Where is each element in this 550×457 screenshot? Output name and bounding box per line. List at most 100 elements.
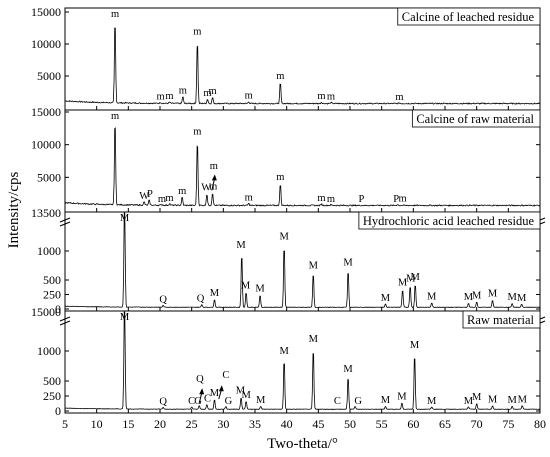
x-tick-label: 45 (312, 417, 324, 431)
peak-label: M (210, 288, 220, 299)
peak-label: G (225, 396, 233, 407)
peak-label: M (279, 346, 289, 357)
peak-label: m (111, 9, 119, 20)
peak-label: M (241, 281, 251, 292)
panel-title-box (462, 310, 541, 329)
peak-label: P (147, 189, 153, 200)
peak-label: m (203, 88, 211, 99)
peak-label: M (236, 386, 246, 397)
peak-label: M (210, 388, 220, 399)
peak-label: G (354, 396, 362, 407)
peak-label: C (204, 393, 211, 404)
y-tick-label: 500 (43, 374, 61, 388)
peak-label: C (222, 370, 229, 381)
panel-1: 5000 10000 15000 Calcine of leached residue… (31, 5, 541, 111)
peak-label: M (472, 290, 482, 301)
peak-label: m (317, 193, 325, 204)
panel-title: Raw material (467, 313, 535, 327)
y-tick-label: 500 (43, 273, 61, 287)
peak-label: M (381, 293, 391, 304)
peak-label: W (139, 191, 149, 202)
xrd-pattern-line (65, 27, 540, 105)
peak-label: P (393, 194, 399, 205)
peak-label: Q (197, 293, 205, 304)
x-axis-title: Two-theta/° (267, 436, 338, 452)
peak-label: Q (159, 396, 167, 407)
peak-label: Q (196, 374, 204, 385)
peak-label: m (165, 91, 173, 102)
peak-label: M (410, 340, 420, 351)
y-tick-label: 5000 (37, 69, 61, 83)
peak-label: M (256, 395, 266, 406)
peak-label: M (397, 392, 407, 403)
panel-title-box (411, 109, 541, 128)
x-tick-label: 60 (407, 417, 419, 431)
peak-arrowhead (211, 174, 217, 181)
peak-arrowhead (199, 388, 205, 395)
x-tick-label: 80 (534, 417, 546, 431)
y-tick-label: 15000 (31, 5, 61, 19)
peak-label: M (507, 292, 517, 303)
panel-title-box (397, 7, 541, 26)
y-tick-label: 15000 (31, 105, 61, 119)
y-tick-label: 15000 (31, 305, 61, 319)
peak-label: m (179, 85, 187, 96)
peak-arrowhead (218, 385, 224, 392)
y-tick-label: 0 (55, 302, 61, 316)
panel-title: Hydrochloric acid leached residue (363, 214, 535, 228)
axis-break-mark (59, 316, 71, 322)
peak-label: m (327, 92, 335, 103)
peak-label: M (507, 395, 517, 406)
peak-label: M (120, 213, 130, 224)
peak-label: M (236, 240, 246, 251)
x-tick-label: 25 (186, 417, 198, 431)
peak-label: m (111, 111, 119, 122)
x-tick-label: 5 (62, 417, 68, 431)
peak-label: C (334, 396, 341, 407)
peak-label: m (317, 91, 325, 102)
x-tick-label: 70 (471, 417, 483, 431)
x-tick-label: 55 (376, 417, 388, 431)
y-tick-label: 1000 (37, 244, 61, 258)
y-tick-label: 10000 (31, 37, 61, 51)
peak-label: m (276, 172, 284, 183)
axis-break-mark (59, 320, 71, 326)
peak-label: M (411, 272, 421, 283)
peak-label: m (398, 193, 406, 204)
x-tick-label: 35 (249, 417, 261, 431)
x-tick-label: 75 (502, 417, 514, 431)
peak-label: M (255, 284, 265, 295)
peak-label: M (427, 396, 437, 407)
peak-label: P (358, 194, 364, 205)
y-tick-label: 250 (43, 389, 61, 403)
peak-label: M (241, 390, 251, 401)
peak-label: m (178, 186, 186, 197)
peak-label: M (398, 278, 408, 289)
peak-label: M (517, 293, 527, 304)
peak-label: m (208, 86, 216, 97)
peak-label: m (209, 181, 217, 192)
peak-label: m (327, 194, 335, 205)
axis-break-mark (59, 217, 71, 223)
panel-title: Calcine of leached residue (402, 10, 535, 24)
x-axis: 5 10 15 20 25 30 35 40 45 50 55 60 65 70 75 80 (62, 417, 546, 431)
panel-title: Calcine of raw material (416, 112, 534, 126)
peak-label: Q (159, 295, 167, 306)
peak-label: M (488, 395, 498, 406)
peak-label: M (343, 257, 353, 268)
peak-label: M (488, 289, 498, 300)
peak-label: M (427, 292, 437, 303)
y-tick-label: 1000 (37, 344, 61, 358)
peak-label: M (309, 260, 319, 271)
x-tick-label: 15 (122, 417, 134, 431)
y-tick-label: 250 (43, 288, 61, 302)
peak-label: G (194, 396, 202, 407)
peak-label: m (157, 92, 165, 103)
peak-label: M (472, 392, 482, 403)
peak-label: M (381, 395, 391, 406)
panel-frame (64, 310, 541, 414)
peak-label: m (193, 27, 201, 38)
